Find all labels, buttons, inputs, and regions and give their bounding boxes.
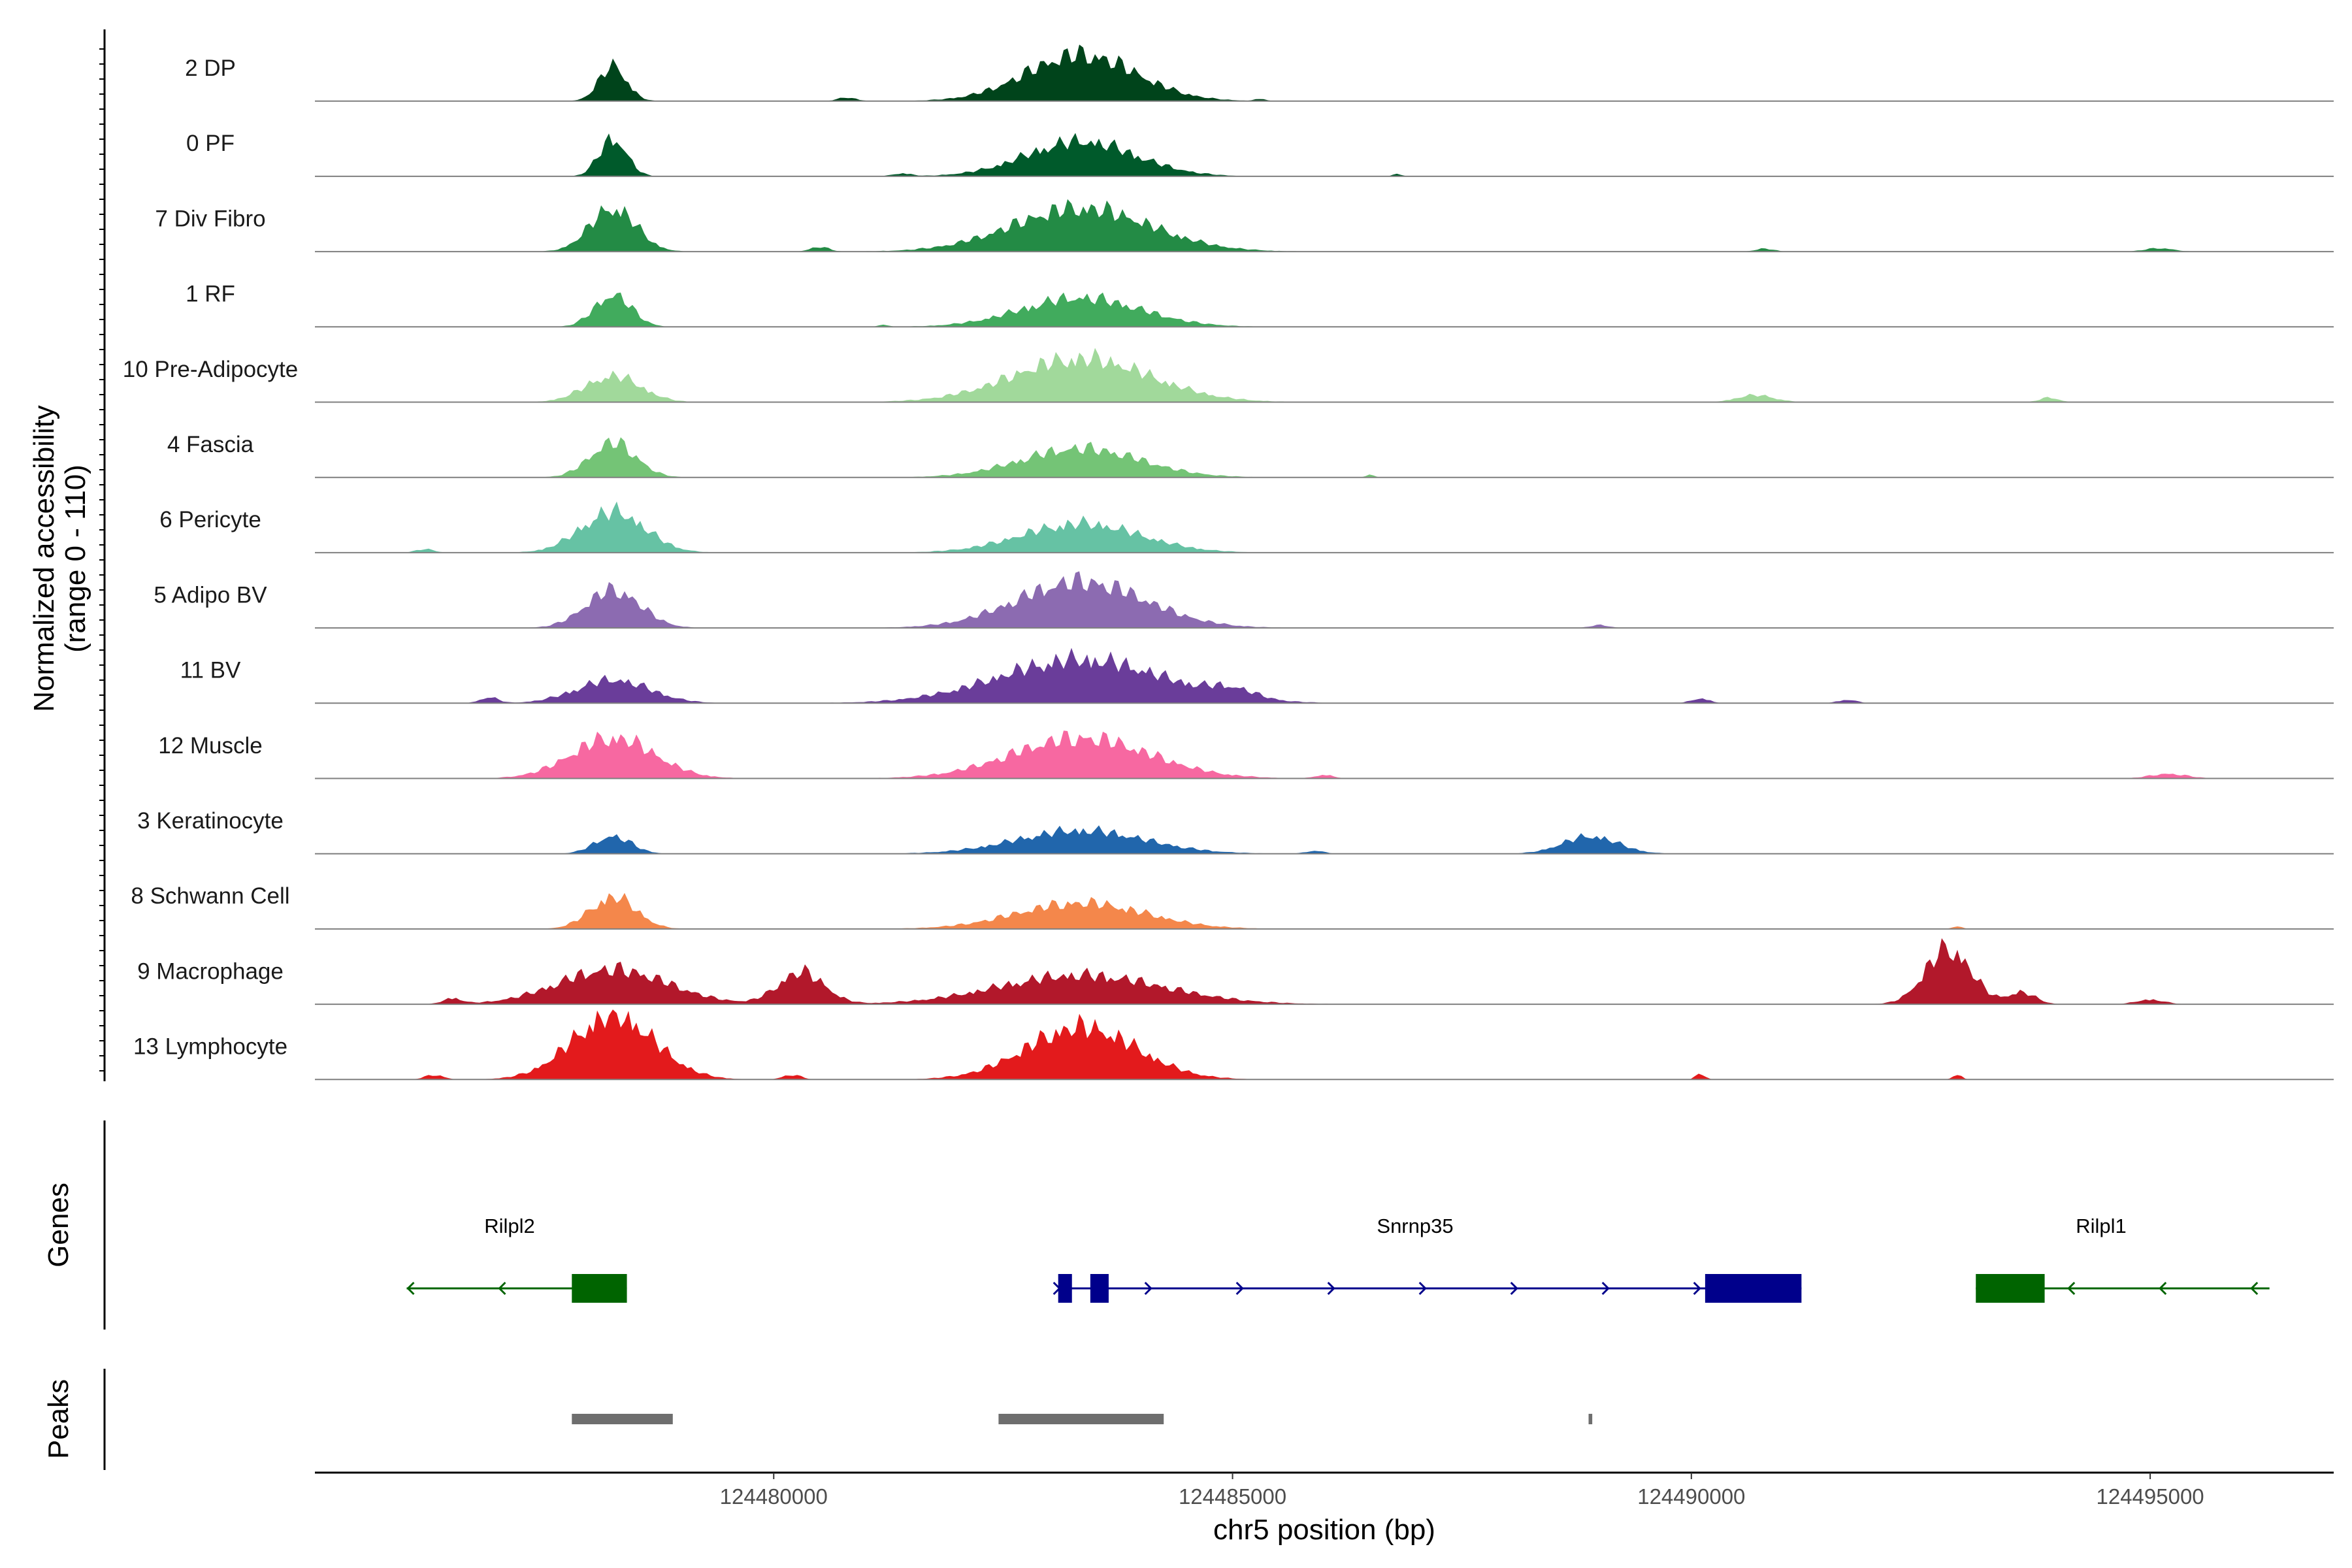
x-tick-label: 124480000 xyxy=(720,1484,828,1509)
track-label: 5 Adipo BV xyxy=(154,582,267,608)
strand-arrow xyxy=(406,1281,415,1296)
gene-snrnp35: Snrnp35 xyxy=(1053,1215,1802,1303)
track-8: 5 Adipo BV xyxy=(154,571,2334,629)
strand-arrow xyxy=(2159,1281,2167,1296)
peaks-panel-title: Peaks xyxy=(42,1379,74,1459)
exon-block xyxy=(1976,1274,2045,1303)
track-label: 2 DP xyxy=(185,56,236,81)
strand-arrow xyxy=(1144,1281,1152,1296)
peak-region xyxy=(572,1414,673,1424)
strand-arrow xyxy=(1693,1281,1701,1296)
peak-region xyxy=(998,1414,1164,1424)
strand-arrow xyxy=(1235,1281,1244,1296)
track-6: 4 Fascia xyxy=(167,432,2334,478)
gene-name-label: Rilpl2 xyxy=(484,1215,535,1237)
track-label: 7 Div Fibro xyxy=(155,206,265,231)
exon-block xyxy=(1090,1274,1109,1303)
track-11: 3 Keratinocyte xyxy=(137,808,2334,855)
track-label: 0 PF xyxy=(186,131,235,156)
strand-arrow xyxy=(2067,1281,2076,1296)
track-5: 10 Pre-Adipocyte xyxy=(123,348,2334,403)
x-axis-ticks: 124480000 124485000 124490000 124495000 xyxy=(720,1473,2204,1509)
gene-name-label: Snrnp35 xyxy=(1377,1215,1453,1237)
gene-rilpl1: Rilpl1 xyxy=(1976,1215,2270,1303)
track-label: 4 Fascia xyxy=(167,432,254,457)
strand-arrow xyxy=(2250,1281,2259,1296)
gene-name-label: Rilpl1 xyxy=(2076,1215,2127,1237)
track-9: 11 BV xyxy=(180,647,2334,704)
track-7: 6 Pericyte xyxy=(159,501,2334,553)
coverage-y-ticks xyxy=(99,48,105,1071)
track-label: 9 Macrophage xyxy=(137,958,284,984)
track-4: 1 RF xyxy=(186,282,2334,328)
peak-regions xyxy=(572,1414,1593,1424)
y-axis-title-line2: (range 0 - 110) xyxy=(59,465,91,653)
x-axis-title: chr5 position (bp) xyxy=(1213,1514,1435,1546)
strand-arrow xyxy=(1327,1281,1335,1296)
strand-arrow xyxy=(1418,1281,1427,1296)
track-label: 10 Pre-Adipocyte xyxy=(123,357,298,382)
track-12: 8 Schwann Cell xyxy=(131,883,2334,930)
track-label: 1 RF xyxy=(186,282,235,307)
track-label: 13 Lymphocyte xyxy=(133,1034,287,1060)
coverage-tracks: 2 DP 0 PF 7 Div Fibro 1 RF 10 Pre-Adipocyte 4… xyxy=(123,44,2334,1081)
track-10: 12 Muscle xyxy=(158,730,2334,779)
track-label: 12 Muscle xyxy=(158,733,263,759)
track-label: 6 Pericyte xyxy=(159,507,261,532)
track-1: 2 DP xyxy=(185,44,2334,102)
strand-arrow xyxy=(1510,1281,1518,1296)
y-axis-title-line1: Normalized accessibility xyxy=(28,405,60,711)
track-14: 13 Lymphocyte xyxy=(133,1009,2334,1081)
exon-block xyxy=(572,1274,627,1303)
strand-arrow xyxy=(1601,1281,1610,1296)
coverage-area xyxy=(315,938,2334,1005)
track-label: 11 BV xyxy=(180,658,241,683)
gene-rilpl2: Rilpl2 xyxy=(406,1215,627,1303)
track-3: 7 Div Fibro xyxy=(155,199,2334,253)
track-2: 0 PF xyxy=(186,131,2334,177)
x-tick-label: 124495000 xyxy=(2096,1484,2204,1509)
x-tick-label: 124490000 xyxy=(1637,1484,1745,1509)
exon-block xyxy=(1058,1274,1072,1303)
track-label: 3 Keratinocyte xyxy=(137,808,284,834)
track-label: 8 Schwann Cell xyxy=(131,883,289,909)
peak-region xyxy=(1588,1414,1593,1424)
exon-block xyxy=(1705,1274,1802,1303)
gene-annotations: Rilpl2 Snrnp35 Rilpl1 xyxy=(406,1215,2270,1303)
track-13: 9 Macrophage xyxy=(137,938,2334,1005)
strand-arrow xyxy=(498,1281,506,1296)
genes-panel-title: Genes xyxy=(42,1183,74,1267)
x-tick-label: 124485000 xyxy=(1179,1484,1286,1509)
